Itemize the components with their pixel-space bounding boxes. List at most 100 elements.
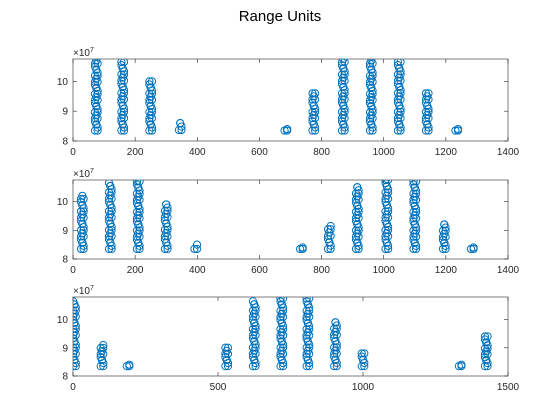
data-point xyxy=(357,349,366,358)
data-point xyxy=(354,226,363,235)
data-point xyxy=(483,332,492,341)
data-point xyxy=(147,77,157,86)
y-exponent-label: ×107 xyxy=(73,47,94,59)
data-point xyxy=(396,89,405,98)
data-point xyxy=(332,324,341,333)
data-point xyxy=(332,362,341,371)
axes-box xyxy=(72,296,509,377)
data-point xyxy=(411,208,421,217)
data-cluster xyxy=(190,240,202,254)
x-tick-label: 200 xyxy=(127,147,144,158)
data-point xyxy=(308,89,317,98)
data-point xyxy=(251,324,260,334)
data-point xyxy=(305,362,314,371)
data-point xyxy=(360,362,369,371)
data-point xyxy=(73,343,80,352)
markers-group xyxy=(90,59,463,135)
data-point xyxy=(483,362,492,371)
data-point xyxy=(354,244,363,254)
x-tick-label: 0 xyxy=(70,147,76,158)
data-point xyxy=(396,107,405,116)
data-point xyxy=(368,71,377,80)
data-point xyxy=(384,244,393,254)
data-point xyxy=(384,180,393,185)
data-point xyxy=(163,225,172,234)
data-point xyxy=(223,362,233,371)
data-point xyxy=(135,244,144,254)
data-point xyxy=(441,226,450,235)
data-point xyxy=(440,220,449,229)
data-point xyxy=(483,344,492,353)
data-point xyxy=(73,324,80,334)
data-point xyxy=(192,240,202,249)
x-tick-label: 200 xyxy=(127,265,144,276)
axes-box xyxy=(72,179,509,260)
data-point xyxy=(279,297,288,303)
data-cluster xyxy=(480,332,492,371)
data-point xyxy=(132,180,142,186)
data-point xyxy=(119,107,129,116)
data-point xyxy=(340,89,349,98)
data-point xyxy=(147,126,157,135)
data-point xyxy=(480,362,490,371)
data-point xyxy=(119,89,129,98)
data-cluster xyxy=(145,77,157,135)
data-point xyxy=(326,225,335,234)
x-tick-label: 1000 xyxy=(352,382,375,393)
data-cluster xyxy=(351,183,363,254)
data-point xyxy=(331,318,340,327)
data-point xyxy=(332,343,341,352)
x-tick-label: 1400 xyxy=(497,147,520,158)
data-point xyxy=(73,300,79,309)
data-cluster xyxy=(421,89,433,135)
data-point xyxy=(411,244,421,254)
data-cluster xyxy=(337,59,349,135)
data-cluster xyxy=(117,59,129,135)
data-cluster xyxy=(96,340,108,371)
data-point xyxy=(147,108,157,117)
data-point xyxy=(424,126,433,135)
data-point xyxy=(381,180,390,185)
data-point xyxy=(79,207,88,216)
data-point xyxy=(135,189,144,198)
x-tick-label: 400 xyxy=(189,147,206,158)
data-point xyxy=(480,332,490,341)
data-cluster xyxy=(451,124,463,135)
data-cluster xyxy=(357,349,369,371)
data-point xyxy=(411,180,421,186)
data-point xyxy=(311,89,320,98)
data-point xyxy=(305,325,314,334)
data-point xyxy=(162,200,171,209)
data-point xyxy=(223,343,233,352)
y-tick-label: 8 xyxy=(62,137,68,148)
x-tick-label: 1000 xyxy=(373,147,396,158)
data-point xyxy=(73,337,79,346)
data-point xyxy=(177,122,186,131)
data-point xyxy=(93,89,102,99)
data-point xyxy=(163,206,172,215)
data-point xyxy=(73,318,79,327)
data-point xyxy=(221,343,230,352)
data-point xyxy=(411,189,421,198)
data-point xyxy=(93,126,102,135)
data-point xyxy=(360,349,369,358)
data-point xyxy=(305,297,314,303)
data-cluster xyxy=(248,297,260,371)
data-point xyxy=(78,191,87,200)
data-point xyxy=(340,107,349,116)
data-point xyxy=(279,362,288,371)
x-tick-label: 400 xyxy=(189,265,206,276)
data-point xyxy=(135,226,144,235)
data-cluster xyxy=(323,221,335,254)
data-point xyxy=(79,244,88,254)
data-point xyxy=(99,362,108,371)
data-point xyxy=(453,124,463,134)
data-point xyxy=(424,107,433,117)
data-cluster xyxy=(132,180,144,254)
data-point xyxy=(354,189,363,198)
y-tick-label: 8 xyxy=(62,372,68,383)
y-exponent-label: ×107 xyxy=(73,168,94,180)
data-point xyxy=(73,362,80,371)
